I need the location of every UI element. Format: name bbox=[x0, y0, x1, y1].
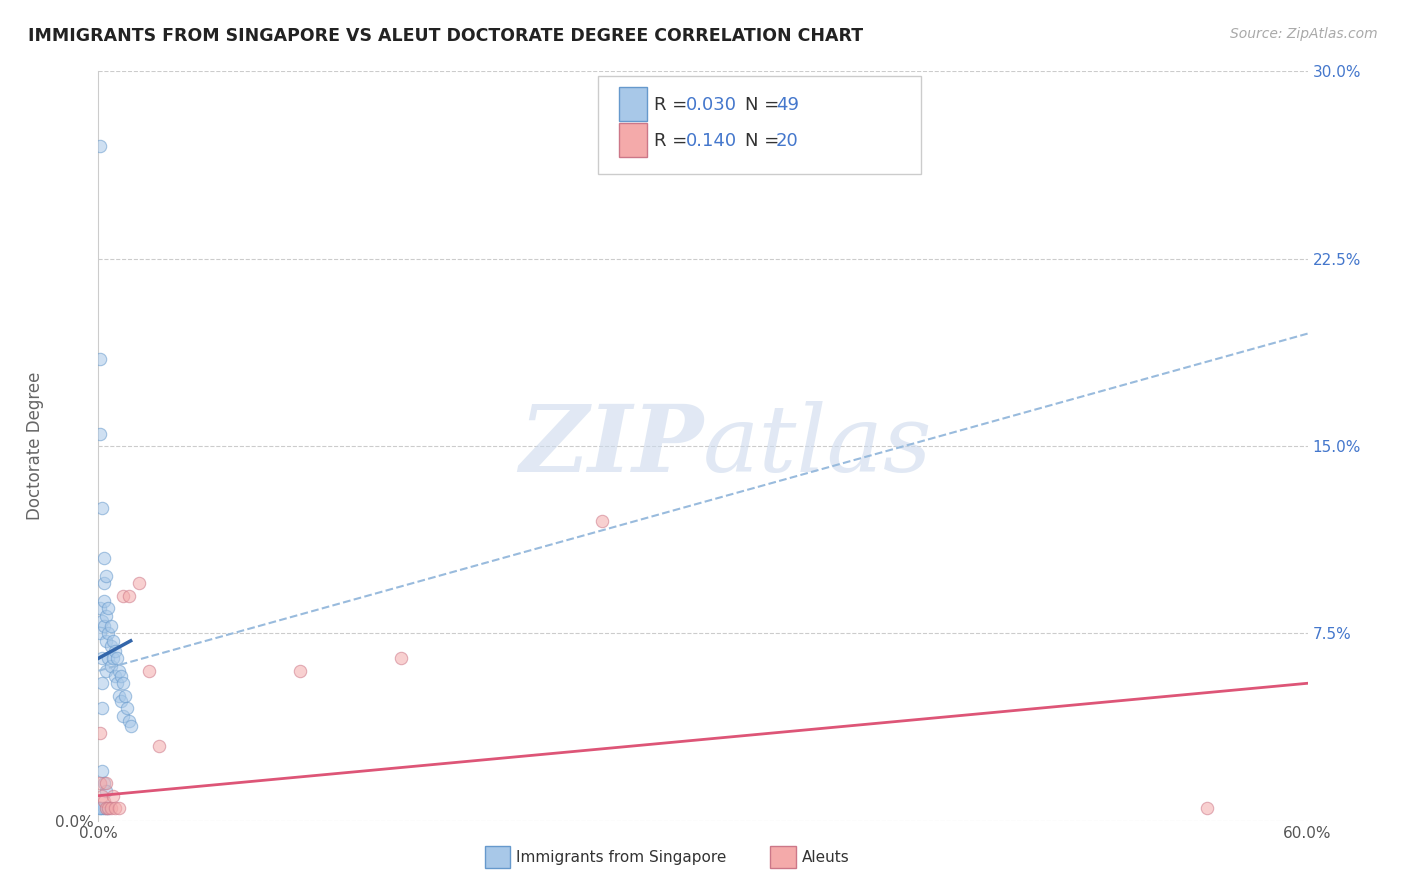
Point bbox=[91, 701, 114, 715]
Text: 49: 49 bbox=[776, 96, 799, 114]
Point bbox=[389, 651, 412, 665]
Point bbox=[101, 651, 124, 665]
Point bbox=[97, 801, 120, 815]
Point bbox=[107, 664, 129, 678]
Text: 20: 20 bbox=[776, 132, 799, 150]
Point bbox=[96, 783, 118, 797]
Point bbox=[148, 739, 170, 753]
Point bbox=[96, 664, 118, 678]
Text: Aleuts: Aleuts bbox=[801, 850, 849, 864]
Point bbox=[91, 614, 114, 628]
Point bbox=[96, 608, 118, 623]
Point bbox=[93, 776, 115, 790]
Text: ZIP: ZIP bbox=[519, 401, 703, 491]
Point bbox=[111, 708, 134, 723]
Text: 0.140: 0.140 bbox=[686, 132, 737, 150]
Y-axis label: Doctorate Degree: Doctorate Degree bbox=[25, 372, 44, 520]
Point bbox=[91, 676, 114, 690]
Point bbox=[91, 501, 114, 516]
Point bbox=[103, 801, 125, 815]
Text: atlas: atlas bbox=[703, 401, 932, 491]
Text: 0.030: 0.030 bbox=[686, 96, 737, 114]
Point bbox=[93, 794, 115, 808]
Point bbox=[591, 514, 613, 528]
Point bbox=[107, 689, 129, 703]
Point bbox=[111, 589, 134, 603]
Point bbox=[93, 576, 115, 591]
Point bbox=[100, 801, 122, 815]
Point bbox=[288, 664, 311, 678]
Point bbox=[91, 801, 114, 815]
Point bbox=[128, 576, 150, 591]
Point bbox=[114, 689, 136, 703]
Text: IMMIGRANTS FROM SINGAPORE VS ALEUT DOCTORATE DEGREE CORRELATION CHART: IMMIGRANTS FROM SINGAPORE VS ALEUT DOCTO… bbox=[28, 27, 863, 45]
Text: R =: R = bbox=[654, 96, 693, 114]
Point bbox=[103, 669, 125, 683]
Point bbox=[93, 801, 115, 815]
Point bbox=[138, 664, 160, 678]
Text: Source: ZipAtlas.com: Source: ZipAtlas.com bbox=[1230, 27, 1378, 41]
Point bbox=[89, 776, 111, 790]
Point bbox=[89, 351, 111, 366]
Point bbox=[115, 701, 138, 715]
Point bbox=[89, 139, 111, 153]
Point bbox=[120, 719, 142, 733]
Point bbox=[103, 644, 125, 658]
Point bbox=[110, 669, 132, 683]
Text: N =: N = bbox=[745, 96, 785, 114]
Point bbox=[96, 776, 118, 790]
Point bbox=[1195, 801, 1218, 815]
Text: N =: N = bbox=[745, 132, 785, 150]
Point bbox=[100, 639, 122, 653]
Point bbox=[97, 801, 120, 815]
Point bbox=[105, 651, 128, 665]
Point bbox=[91, 789, 114, 803]
Point bbox=[105, 676, 128, 690]
Point bbox=[96, 801, 118, 815]
Text: Immigrants from Singapore: Immigrants from Singapore bbox=[516, 850, 727, 864]
Point bbox=[91, 764, 114, 778]
Point bbox=[97, 601, 120, 615]
Point bbox=[93, 551, 115, 566]
Point bbox=[93, 594, 115, 608]
Point bbox=[96, 801, 118, 815]
Point bbox=[89, 426, 111, 441]
Point bbox=[101, 633, 124, 648]
Point bbox=[91, 651, 114, 665]
Point bbox=[101, 789, 124, 803]
Point bbox=[89, 626, 111, 640]
Point bbox=[111, 676, 134, 690]
Point bbox=[118, 589, 141, 603]
Point bbox=[89, 801, 111, 815]
Text: R =: R = bbox=[654, 132, 693, 150]
Point bbox=[107, 801, 129, 815]
Point bbox=[110, 694, 132, 708]
Point bbox=[89, 726, 111, 740]
Point bbox=[118, 714, 141, 728]
Point bbox=[100, 658, 122, 673]
Point bbox=[93, 619, 115, 633]
Point bbox=[89, 601, 111, 615]
Point bbox=[97, 626, 120, 640]
Point bbox=[89, 801, 111, 815]
Point bbox=[96, 569, 118, 583]
Point bbox=[96, 633, 118, 648]
Point bbox=[100, 619, 122, 633]
Point bbox=[97, 651, 120, 665]
